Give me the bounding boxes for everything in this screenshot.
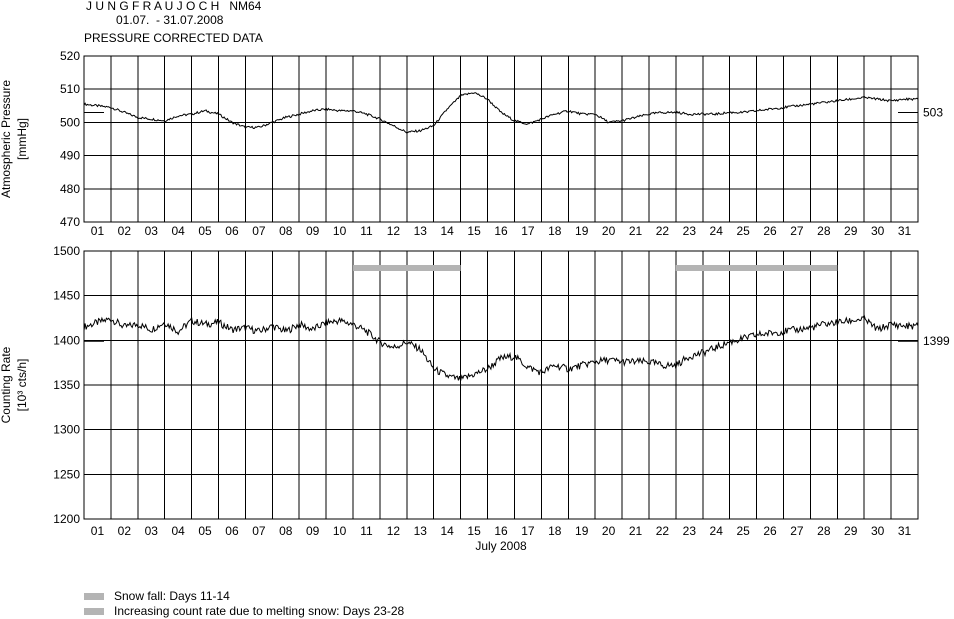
x-tick-label: 22 <box>656 524 670 538</box>
x-tick-label: 05 <box>198 524 212 538</box>
x-tick-label: 19 <box>575 524 589 538</box>
x-tick-label: 30 <box>871 224 885 238</box>
x-tick-label: 19 <box>575 224 589 238</box>
y-tick-label: 1300 <box>53 423 80 437</box>
x-tick-label: 11 <box>360 224 373 238</box>
x-tick-label: 23 <box>683 524 697 538</box>
x-tick-label: 09 <box>306 524 320 538</box>
x-tick-label: 02 <box>118 524 132 538</box>
y-tick-label: 1200 <box>53 512 80 526</box>
y-tick-label: 1500 <box>53 244 80 258</box>
x-tick-label: 14 <box>441 524 455 538</box>
y-tick-label: 1250 <box>53 467 80 481</box>
mean-value-label: 503 <box>923 105 943 119</box>
chart-title: J U N G F R A U J O C H NM64 <box>86 0 262 13</box>
y-tick-label: 480 <box>60 182 80 196</box>
y-axis-label: [mmHg] <box>15 118 29 160</box>
x-axis-label: July 2008 <box>475 539 527 553</box>
legend-label: Snow fall: Days 11-14 <box>114 589 230 603</box>
x-tick-label: 11 <box>360 524 373 538</box>
x-tick-label: 01 <box>91 224 105 238</box>
x-tick-label: 16 <box>494 524 508 538</box>
y-axis-label: Counting Rate <box>0 346 13 423</box>
plot-frame <box>83 55 919 223</box>
x-tick-label: 31 <box>898 524 912 538</box>
x-tick-label: 14 <box>441 224 455 238</box>
x-tick-label: 09 <box>306 224 320 238</box>
y-tick-label: 500 <box>60 115 80 129</box>
x-tick-label: 23 <box>683 224 697 238</box>
x-tick-label: 20 <box>602 524 616 538</box>
x-tick-label: 10 <box>333 524 347 538</box>
y-tick-label: 1400 <box>53 333 80 347</box>
x-tick-label: 03 <box>145 524 159 538</box>
x-tick-label: 01 <box>91 524 105 538</box>
x-tick-label: 27 <box>790 224 804 238</box>
legend-label: Increasing count rate due to melting sno… <box>114 604 405 618</box>
x-tick-label: 15 <box>467 224 481 238</box>
x-tick-label: 07 <box>252 524 266 538</box>
x-tick-label: 05 <box>198 224 212 238</box>
x-tick-label: 04 <box>171 524 185 538</box>
y-tick-label: 510 <box>60 82 80 96</box>
x-tick-label: 26 <box>763 224 777 238</box>
legend-swatch <box>84 592 104 600</box>
x-tick-label: 06 <box>225 224 239 238</box>
legend-item-melting: Increasing count rate due to melting sno… <box>84 604 404 618</box>
x-tick-label: 02 <box>118 224 132 238</box>
x-tick-label: 15 <box>467 524 481 538</box>
x-tick-label: 22 <box>656 224 670 238</box>
y-axis-label: Atmospheric Pressure <box>0 80 13 198</box>
x-tick-label: 20 <box>602 224 616 238</box>
x-tick-label: 28 <box>817 524 831 538</box>
x-tick-label: 17 <box>521 524 535 538</box>
x-tick-label: 27 <box>790 524 804 538</box>
x-tick-label: 13 <box>414 224 428 238</box>
x-tick-label: 03 <box>145 224 159 238</box>
x-tick-label: 17 <box>521 224 535 238</box>
x-tick-label: 07 <box>252 224 266 238</box>
x-tick-label: 04 <box>171 224 185 238</box>
x-tick-label: 08 <box>279 524 293 538</box>
mean-value-label: 1399 <box>923 334 950 348</box>
date-range: 01.07. - 31.07.2008 <box>116 13 224 27</box>
x-tick-label: 21 <box>629 224 643 238</box>
x-tick-label: 25 <box>736 224 750 238</box>
y-tick-label: 470 <box>60 215 80 229</box>
x-tick-label: 16 <box>494 224 508 238</box>
data-series-line <box>83 92 919 134</box>
x-tick-label: 06 <box>225 524 239 538</box>
y-tick-label: 520 <box>60 49 80 63</box>
x-tick-label: 24 <box>710 524 724 538</box>
data-series-line <box>83 314 919 382</box>
x-tick-label: 12 <box>387 524 401 538</box>
plot-frame <box>83 250 919 520</box>
x-tick-label: 29 <box>844 224 858 238</box>
x-tick-label: 13 <box>414 524 428 538</box>
y-tick-label: 1450 <box>53 289 80 303</box>
x-tick-label: 12 <box>387 224 401 238</box>
x-tick-label: 24 <box>710 224 724 238</box>
legend-item-snowfall: Snow fall: Days 11-14 <box>84 589 230 603</box>
x-tick-label: 30 <box>871 524 885 538</box>
x-tick-label: 08 <box>279 224 293 238</box>
x-tick-label: 28 <box>817 224 831 238</box>
y-axis-label: [10³ cts/h] <box>15 359 29 412</box>
legend-swatch <box>84 607 104 615</box>
x-tick-label: 29 <box>844 524 858 538</box>
x-tick-label: 10 <box>333 224 347 238</box>
x-tick-label: 31 <box>898 224 912 238</box>
y-tick-label: 490 <box>60 149 80 163</box>
x-tick-label: 26 <box>763 524 777 538</box>
x-tick-label: 18 <box>548 224 562 238</box>
chart-subtitle: PRESSURE CORRECTED DATA <box>84 31 263 45</box>
x-tick-label: 25 <box>736 524 750 538</box>
y-tick-label: 1350 <box>53 378 80 392</box>
x-tick-label: 18 <box>548 524 562 538</box>
x-tick-label: 21 <box>629 524 643 538</box>
